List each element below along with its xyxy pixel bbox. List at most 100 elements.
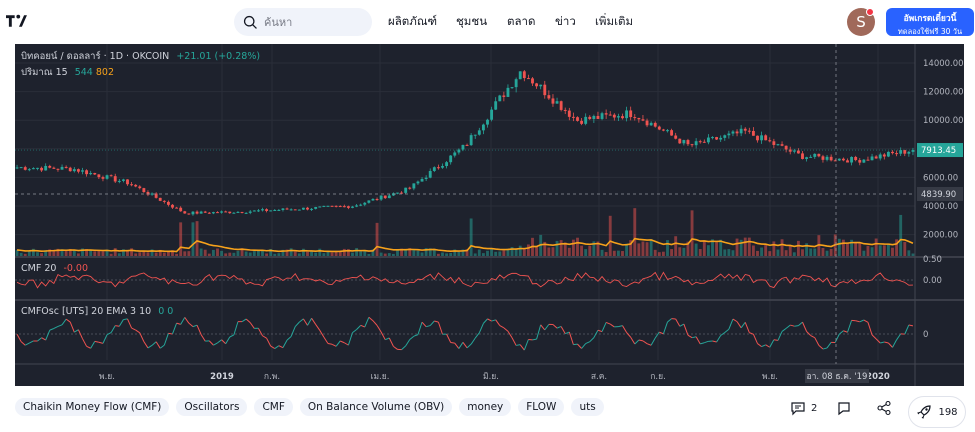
tradingview-logo[interactable] <box>6 12 32 30</box>
nav-more[interactable]: เพิ่มเติม <box>595 14 634 28</box>
candle-body <box>772 141 776 145</box>
candle-body <box>76 169 80 172</box>
boost-button[interactable]: 198 <box>908 396 966 428</box>
cmfosc-segment <box>340 340 345 344</box>
chart-canvas[interactable]: 14000.0012000.0010000.008000.006000.0040… <box>15 44 964 386</box>
candle-body <box>490 109 494 120</box>
chat-button[interactable] <box>836 400 852 416</box>
cmfosc-segment <box>405 339 411 347</box>
price-change: +21.01 (+0.28%) <box>176 51 261 62</box>
cmfosc-segment <box>29 340 34 344</box>
cmfosc-segment <box>556 325 562 329</box>
candle-body <box>649 122 653 126</box>
candle-body <box>531 78 534 84</box>
upgrade-label: อัพเกรดเดี๋ยวนี้ <box>903 14 957 24</box>
candle-body <box>150 193 154 195</box>
candle-body <box>211 212 215 214</box>
tag-money[interactable]: money <box>459 398 512 416</box>
candle-body <box>396 192 399 194</box>
volume-bar <box>727 249 731 256</box>
cmfosc-segment <box>654 331 660 339</box>
volume-bar <box>391 253 395 256</box>
volume-bar <box>588 245 592 256</box>
nav-products[interactable]: ผลิตภัณฑ์ <box>388 14 438 28</box>
candle-body <box>240 211 244 213</box>
search-box[interactable] <box>234 8 372 36</box>
comments-button[interactable]: 2 <box>790 400 817 416</box>
volume-bar <box>158 249 162 256</box>
search-input[interactable] <box>264 15 364 29</box>
volume-bar <box>207 253 211 256</box>
volume-bar <box>64 250 68 256</box>
notification-dot <box>866 8 874 16</box>
comments-count: 2 <box>811 402 818 414</box>
volume-bar <box>886 244 890 256</box>
candle-body <box>506 87 510 97</box>
volume-bar <box>743 237 747 256</box>
candle-body <box>743 128 747 131</box>
cmfosc-segment <box>421 321 427 328</box>
time-tick-label: ก.ย. <box>650 372 666 382</box>
volume-bar <box>899 214 903 256</box>
volume-bar <box>711 239 714 256</box>
candle-body <box>801 153 804 159</box>
candle-body <box>338 206 342 208</box>
price-tick-label: 14000.00 <box>923 59 964 69</box>
candle-body <box>706 137 710 143</box>
cmfosc-segment <box>544 324 550 331</box>
volume-bar <box>306 251 309 256</box>
cmfosc-segment <box>143 341 149 349</box>
volume-bar <box>121 249 125 256</box>
cmfosc-segment <box>323 336 329 344</box>
cmfosc-segment <box>761 344 766 348</box>
tag-cmf-full[interactable]: Chaikin Money Flow (CMF) <box>15 398 170 416</box>
candle-body <box>171 204 174 208</box>
cmf-value: -0.00 <box>63 263 89 274</box>
cmfosc-segment <box>597 329 603 333</box>
candle-body <box>596 115 600 119</box>
cmfosc-segment <box>499 325 505 329</box>
volume-bar <box>461 249 465 256</box>
volume-bar <box>911 253 915 256</box>
volume-bar <box>301 248 305 256</box>
volume-bar <box>375 222 379 256</box>
volume-bar <box>563 242 567 256</box>
volume-bar <box>166 251 170 256</box>
volume-bar <box>604 252 608 256</box>
candle-body <box>698 141 702 143</box>
cmfosc-segment <box>462 342 468 349</box>
volume-bar <box>616 250 620 256</box>
cmfosc-segment <box>843 330 848 333</box>
volume-bar <box>150 249 154 256</box>
candle-body <box>678 138 682 144</box>
cmfosc-segment <box>757 343 762 348</box>
tag-cmf[interactable]: CMF <box>254 398 293 416</box>
candle-body <box>780 144 784 146</box>
cmfosc-segment <box>867 322 873 335</box>
candle-body <box>854 156 858 161</box>
cmfosc-segment <box>749 332 754 335</box>
cmfosc-segment <box>884 341 889 344</box>
candle-body <box>731 131 735 134</box>
volume-bar <box>138 252 142 256</box>
tag-obv[interactable]: On Balance Volume (OBV) <box>299 398 453 416</box>
volume-bar <box>371 249 375 256</box>
share-button[interactable] <box>876 400 892 416</box>
cmfosc-segment <box>904 324 910 335</box>
nav-community[interactable]: ชุมชน <box>456 14 488 28</box>
cmfosc-segment <box>426 325 431 328</box>
tag-flow[interactable]: FLOW <box>518 398 565 416</box>
tag-oscillators[interactable]: Oscillators <box>176 398 248 416</box>
upgrade-button[interactable]: อัพเกรดเดี๋ยวนี้ ทดลองใช้ฟรี 30 วัน <box>886 8 974 36</box>
cmfosc-segment <box>859 319 865 323</box>
cmfosc-segment <box>147 344 153 349</box>
volume-bar <box>36 252 39 256</box>
tag-uts[interactable]: uts <box>571 398 604 416</box>
nav-news[interactable]: ข่าว <box>555 14 576 28</box>
nav-markets[interactable]: ตลาด <box>507 14 536 28</box>
candle-body <box>592 115 596 119</box>
candle-body <box>400 192 404 194</box>
candle-body <box>387 195 391 199</box>
cmfosc-segment <box>560 326 566 334</box>
volume-bar <box>52 249 56 256</box>
